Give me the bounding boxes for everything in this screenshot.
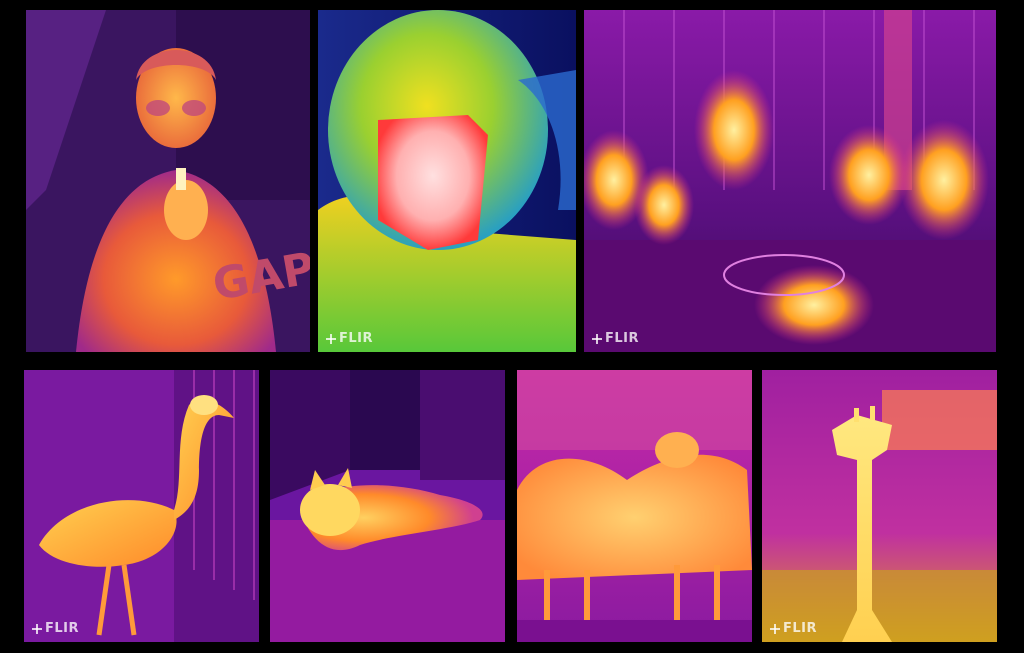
thermal-scene-cat bbox=[270, 370, 505, 642]
thermal-scene-crane bbox=[24, 370, 259, 642]
thermal-image-face-closeup: FLIR bbox=[318, 10, 576, 352]
flir-watermark: FLIR bbox=[592, 331, 639, 346]
flir-watermark: FLIR bbox=[326, 331, 373, 346]
flir-logo-icon bbox=[326, 333, 336, 344]
thermal-image-cat bbox=[270, 370, 505, 642]
thermal-image-person-lighter: GAP bbox=[26, 10, 310, 352]
flir-logo-icon bbox=[770, 623, 780, 634]
flir-watermark: FLIR bbox=[32, 621, 79, 636]
thermal-image-crane: FLIR bbox=[24, 370, 259, 642]
thermal-scene-camels bbox=[517, 370, 752, 642]
flir-watermark-text: FLIR bbox=[605, 331, 640, 346]
flir-watermark: FLIR bbox=[770, 621, 817, 636]
thermal-scene-face bbox=[318, 10, 576, 352]
flir-watermark-text: FLIR bbox=[45, 621, 80, 636]
thermal-scene-group bbox=[584, 10, 996, 352]
thermal-image-group-table: FLIR bbox=[584, 10, 996, 352]
flir-logo-icon bbox=[592, 333, 602, 344]
flir-watermark-text: FLIR bbox=[783, 621, 818, 636]
thermal-scene-person: GAP bbox=[26, 10, 310, 352]
flir-logo-icon bbox=[32, 623, 42, 634]
thermal-image-camels bbox=[517, 370, 752, 642]
thermal-image-giraffe: FLIR bbox=[762, 370, 997, 642]
flir-watermark-text: FLIR bbox=[339, 331, 374, 346]
thermal-scene-giraffe bbox=[762, 370, 997, 642]
